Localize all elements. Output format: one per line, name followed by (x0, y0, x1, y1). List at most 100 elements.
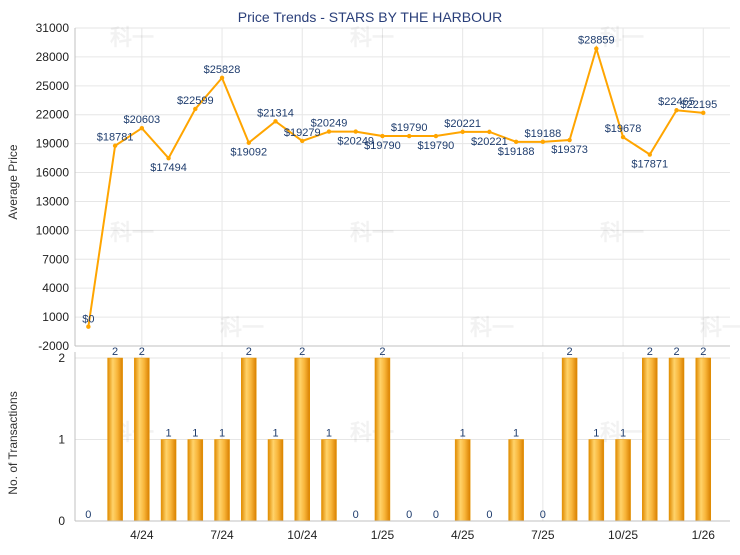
price-data-label: $19188 (498, 146, 535, 158)
transaction-bar (241, 357, 257, 522)
transaction-data-label: 2 (246, 346, 252, 358)
transaction-data-label: 0 (85, 509, 91, 521)
price-data-label: $18781 (97, 132, 134, 144)
price-point (246, 140, 251, 145)
transaction-data-label: 0 (433, 509, 439, 521)
price-point (674, 108, 679, 113)
transaction-bar (294, 357, 310, 522)
x-tick-label: 7/24 (210, 528, 234, 542)
transaction-bar (267, 439, 284, 522)
price-point (406, 133, 412, 139)
transaction-data-label: 0 (406, 509, 412, 521)
price-y-tick-label: 31000 (36, 21, 70, 35)
price-point (326, 129, 332, 134)
price-point (219, 75, 225, 81)
transaction-bar (374, 357, 391, 522)
price-line-layer: $0 $18781 $20603 $17494 $22599 $25828 $19092 $2… (82, 35, 717, 329)
price-point (273, 119, 278, 124)
watermark-text: 科一 (350, 220, 394, 245)
transaction-data-label: 1 (513, 428, 519, 440)
price-point (620, 134, 626, 140)
price-data-label: $25828 (204, 64, 241, 76)
transaction-data-label: 0 (353, 509, 359, 521)
watermark-text: 科一 (110, 25, 154, 50)
price-data-label: $20221 (444, 118, 481, 130)
price-data-label: $19373 (551, 144, 588, 156)
price-point (353, 129, 358, 134)
price-y-tick-label: 19000 (36, 137, 70, 151)
price-data-label: $22599 (177, 95, 214, 107)
transaction-data-label: 2 (112, 346, 118, 358)
watermark-text: 科一 (220, 315, 264, 340)
transactions-y-tick-label: 2 (58, 351, 65, 365)
price-line (87, 45, 704, 327)
watermark-text: 科一 (110, 220, 154, 245)
transaction-bar (321, 439, 337, 522)
transaction-data-label: 1 (460, 428, 466, 440)
transaction-bar (160, 439, 177, 522)
transaction-data-label: 1 (166, 428, 172, 440)
price-y-tick-label: 7000 (42, 252, 69, 266)
axes-layer: -2000 1 0 0 0 4000 7000 10000 13000 16000 19000 2 2 0… (36, 21, 730, 542)
price-point (300, 138, 305, 144)
chart-title: Price Trends - STARS BY THE HARBOUR (238, 9, 503, 25)
price-y-tick-label: 25000 (36, 79, 70, 93)
transaction-bar (134, 357, 150, 522)
price-data-label: $20221 (471, 136, 508, 148)
transaction-data-label: 1 (219, 428, 225, 440)
price-data-label: $28859 (578, 35, 615, 47)
transaction-data-label: 1 (272, 428, 278, 440)
transaction-data-label: 0 (486, 509, 492, 521)
price-data-label: $21314 (257, 107, 294, 119)
watermark-text: 科一 (350, 25, 394, 50)
price-data-label: $0 (82, 314, 94, 326)
price-data-label: $19790 (418, 140, 455, 152)
transactions-y-axis-label: No. of Transactions (6, 391, 20, 494)
price-point (112, 143, 118, 148)
transaction-data-label: 2 (647, 346, 653, 358)
price-data-label: $19092 (230, 147, 267, 159)
x-tick-label: 7/25 (531, 528, 555, 542)
transaction-data-label: 2 (700, 346, 706, 358)
price-y-tick-label: 16000 (36, 166, 70, 180)
transaction-bar (107, 357, 123, 522)
price-y-tick-label: 28000 (36, 50, 70, 64)
price-point (460, 129, 465, 135)
transaction-data-label: 1 (192, 428, 198, 440)
watermark-text: 科一 (600, 220, 644, 245)
price-y-tick-label: 4000 (42, 281, 69, 295)
price-data-label: $20603 (123, 114, 160, 126)
x-tick-label: 4/25 (451, 528, 475, 542)
price-point (86, 324, 91, 329)
x-tick-label: 1/25 (371, 528, 395, 542)
price-data-label: $20249 (311, 118, 348, 130)
transaction-data-label: 2 (673, 346, 679, 358)
price-point (701, 110, 706, 116)
transaction-bar (588, 439, 605, 522)
transaction-data-label: 2 (567, 346, 573, 358)
price-y-tick-label: 13000 (36, 194, 70, 208)
transaction-data-label: 2 (379, 346, 385, 358)
price-y-tick-label: -2000 (38, 339, 69, 353)
x-tick-label: 4/24 (130, 528, 154, 542)
watermark-text: 科一 (600, 25, 644, 50)
transactions-y-tick-label: 0 (58, 514, 65, 528)
price-y-tick-label: 10000 (36, 223, 70, 237)
price-data-label: $17871 (631, 159, 668, 171)
transaction-data-label: 1 (326, 428, 332, 440)
price-data-label: $17494 (150, 162, 187, 174)
watermark-text: 科一 (470, 315, 514, 340)
price-point (433, 133, 439, 139)
transactions-y-tick-label: 1 (58, 433, 65, 447)
price-data-label: $19678 (605, 123, 642, 135)
price-data-label: $22465 (658, 96, 695, 108)
price-point (487, 129, 492, 135)
price-data-label: $19279 (284, 127, 321, 139)
transaction-data-label: 1 (620, 428, 626, 440)
price-y-axis-label: Average Price (6, 144, 20, 219)
transaction-bar (508, 439, 524, 522)
transaction-bar (642, 357, 658, 522)
transaction-data-label: 0 (540, 509, 546, 521)
transaction-bar (615, 439, 631, 522)
x-tick-label: 10/24 (287, 528, 317, 542)
